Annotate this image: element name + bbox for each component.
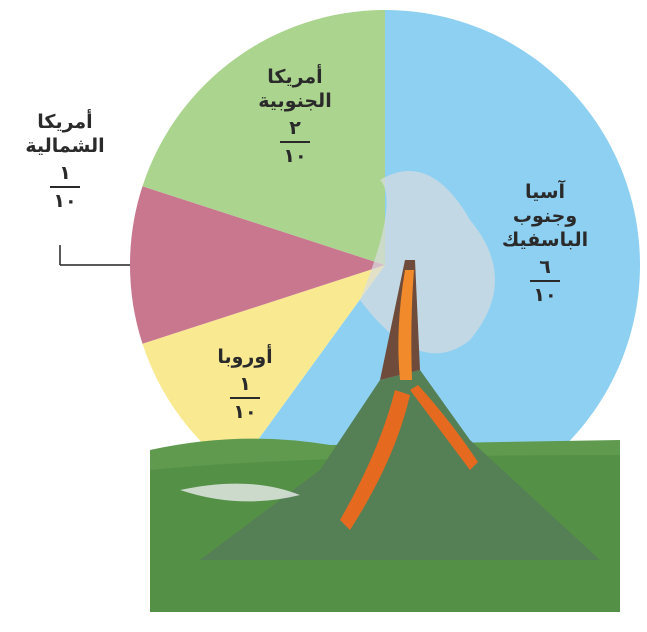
fraction-part: ١ — [59, 162, 71, 184]
volcano-illustration — [150, 171, 620, 612]
fraction-part — [280, 141, 310, 143]
slice-label: أمريكا الجنوبية ٢ ١٠ — [225, 65, 365, 168]
slice-label: آسيا وجنوب الباسفيك ٦ ١٠ — [470, 180, 620, 307]
fraction-part: ١ — [239, 373, 251, 395]
fraction: ١ ١٠ — [230, 373, 260, 423]
fraction-part: ٢ — [289, 117, 301, 139]
category-label: أوروبا — [217, 346, 273, 368]
category-label: أمريكا الشمالية — [25, 111, 105, 157]
fraction-part — [230, 397, 260, 399]
pie-slice — [130, 186, 385, 344]
category-label: أمريكا الجنوبية — [258, 66, 332, 112]
slice-label: أمريكا الشمالية ١ ١٠ — [10, 110, 120, 213]
fraction-part: ١٠ — [233, 401, 257, 423]
pie-slice — [142, 10, 385, 265]
fraction-part: ١٠ — [283, 145, 307, 167]
slice-label: أوروبا ١ ١٠ — [200, 345, 290, 424]
fraction: ١ ١٠ — [50, 162, 80, 212]
pie-slice — [142, 265, 385, 472]
fraction: ٦ ١٠ — [530, 256, 560, 306]
fraction-part: ٦ — [539, 256, 551, 278]
fraction: ٢ ١٠ — [280, 117, 310, 167]
fraction-part — [530, 280, 560, 282]
fraction-part: ١٠ — [53, 190, 77, 212]
fraction-part — [50, 186, 80, 188]
category-label: آسيا وجنوب الباسفيك — [501, 181, 589, 251]
fraction-part: ١٠ — [533, 284, 557, 306]
